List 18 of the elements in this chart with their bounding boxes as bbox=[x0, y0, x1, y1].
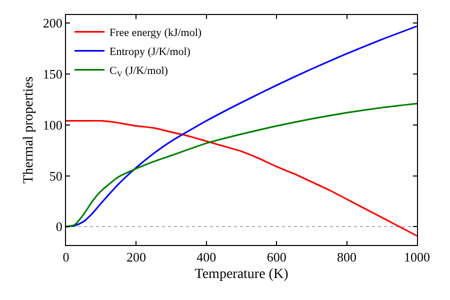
line-series bbox=[66, 25, 417, 228]
y-tick-label: 150 bbox=[42, 66, 62, 82]
y-tick-label: 50 bbox=[49, 168, 62, 184]
legend-label: Free energy (kJ/mol) bbox=[110, 27, 202, 40]
legend-label: C$_{V}$ (J/K/mol) bbox=[110, 65, 168, 78]
x-tick-label: 400 bbox=[196, 250, 216, 265]
line-series bbox=[66, 120, 417, 237]
y-tick-label: 0 bbox=[56, 219, 62, 234]
x-tick-label: 1000 bbox=[404, 250, 430, 265]
x-tick-label: 600 bbox=[266, 250, 286, 265]
x-tick-label: 200 bbox=[126, 250, 146, 265]
line-series bbox=[66, 102, 417, 228]
y-axis-title: Thermal properties bbox=[22, 76, 36, 184]
y-tick-label: 100 bbox=[42, 117, 62, 132]
x-tick-label: 800 bbox=[337, 250, 357, 265]
legend-label: Entropy (J/K/mol) bbox=[110, 46, 191, 58]
x-axis-title: Temperature (K) bbox=[194, 266, 289, 282]
y-tick-label: 200 bbox=[42, 16, 62, 31]
